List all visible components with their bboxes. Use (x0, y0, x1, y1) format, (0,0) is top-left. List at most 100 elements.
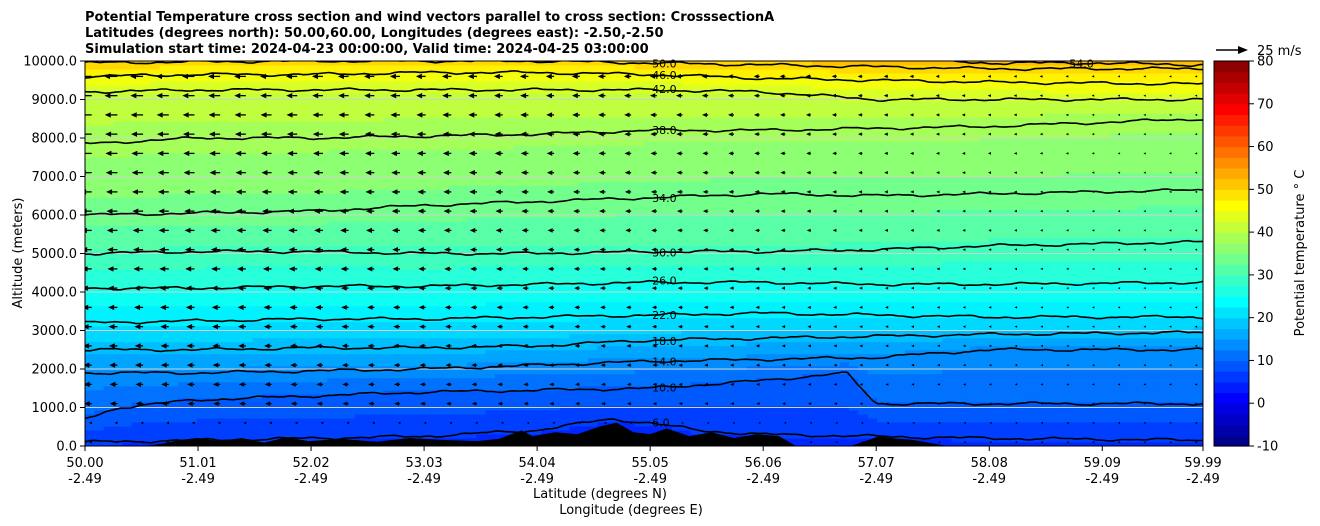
temperature-cell (252, 409, 263, 415)
temperature-cell (159, 433, 170, 439)
temperature-cell (168, 248, 179, 254)
temperature-cell (262, 108, 272, 114)
temperature-cell (94, 413, 105, 419)
temperature-cell (271, 180, 282, 186)
temperature-cell (429, 337, 440, 343)
temperature-cell (550, 413, 561, 419)
temperature-cell (271, 184, 282, 190)
temperature-cell (476, 425, 487, 431)
temperature-cell (243, 401, 254, 407)
temperature-cell (494, 176, 505, 182)
temperature-cell (336, 393, 347, 399)
temperature-cell (485, 144, 496, 150)
temperature-cell (122, 136, 133, 142)
temperature-cell (392, 196, 403, 202)
temperature-cell (85, 236, 95, 242)
temperature-cell (224, 248, 235, 254)
temperature-cell (289, 68, 300, 74)
temperature-cell (150, 232, 161, 238)
temperature-cell (457, 297, 468, 303)
temperature-cell (355, 76, 366, 82)
temperature-cell (122, 401, 133, 407)
temperature-cell (262, 160, 272, 166)
temperature-cell (94, 269, 105, 275)
temperature-cell (457, 277, 468, 283)
temperature-cell (168, 433, 179, 439)
temperature-cell (122, 61, 133, 66)
temperature-cell (364, 116, 375, 122)
temperature-cell (373, 333, 384, 339)
temperature-cell (299, 437, 310, 443)
temperature-cell (345, 353, 356, 359)
temperature-cell (494, 321, 505, 327)
temperature-cell (299, 313, 310, 319)
temperature-cell (327, 116, 338, 122)
temperature-cell (150, 313, 161, 319)
temperature-cell (550, 257, 561, 263)
temperature-cell (234, 104, 244, 110)
temperature-cell (327, 389, 338, 395)
temperature-cell (262, 425, 272, 431)
temperature-cell (224, 433, 235, 439)
temperature-cell (522, 160, 533, 166)
temperature-cell (243, 417, 254, 423)
temperature-cell (439, 136, 449, 142)
temperature-cell (420, 68, 431, 74)
temperature-cell (364, 425, 375, 431)
temperature-cell (485, 329, 496, 335)
temperature-cell (103, 200, 114, 206)
temperature-cell (85, 196, 95, 202)
temperature-cell (457, 128, 468, 134)
temperature-cell (355, 401, 366, 407)
temperature-cell (336, 353, 347, 359)
temperature-cell (504, 281, 515, 287)
temperature-cell (355, 128, 366, 134)
temperature-cell (457, 232, 468, 238)
temperature-cell (541, 196, 552, 202)
temperature-cell (494, 353, 505, 359)
temperature-cell (513, 285, 524, 291)
temperature-cell (355, 409, 366, 415)
temperature-cell (299, 353, 310, 359)
temperature-cell (448, 192, 459, 198)
temperature-cell (215, 196, 226, 202)
temperature-cell (112, 92, 123, 98)
temperature-cell (429, 401, 440, 407)
temperature-cell (85, 409, 95, 415)
temperature-cell (252, 188, 263, 194)
temperature-cell (485, 361, 496, 367)
temperature-cell (224, 357, 235, 363)
temperature-cell (122, 413, 133, 419)
temperature-cell (485, 180, 496, 186)
temperature-cell (383, 72, 394, 78)
temperature-cell (494, 417, 505, 423)
temperature-cell (187, 429, 198, 435)
temperature-cell (532, 116, 543, 122)
temperature-cell (112, 61, 123, 66)
temperature-cell (215, 281, 226, 287)
temperature-cell (131, 253, 142, 259)
temperature-cell (522, 397, 533, 403)
temperature-cell (178, 409, 189, 415)
temperature-cell (224, 377, 235, 383)
temperature-cell (439, 385, 449, 391)
temperature-cell (280, 253, 291, 259)
temperature-cell (420, 357, 431, 363)
temperature-cell (411, 204, 421, 210)
temperature-cell (168, 176, 179, 182)
temperature-cell (411, 120, 421, 126)
temperature-cell (383, 148, 394, 154)
temperature-cell (401, 273, 412, 279)
temperature-cell (457, 92, 468, 98)
temperature-cell (317, 425, 328, 431)
temperature-cell (364, 88, 375, 94)
temperature-cell (476, 228, 487, 234)
temperature-cell (439, 68, 449, 74)
temperature-cell (271, 236, 282, 242)
temperature-cell (411, 224, 421, 230)
temperature-cell (457, 104, 468, 110)
temperature-cell (494, 277, 505, 283)
temperature-cell (140, 92, 151, 98)
temperature-cell (159, 204, 170, 210)
temperature-cell (476, 68, 487, 74)
